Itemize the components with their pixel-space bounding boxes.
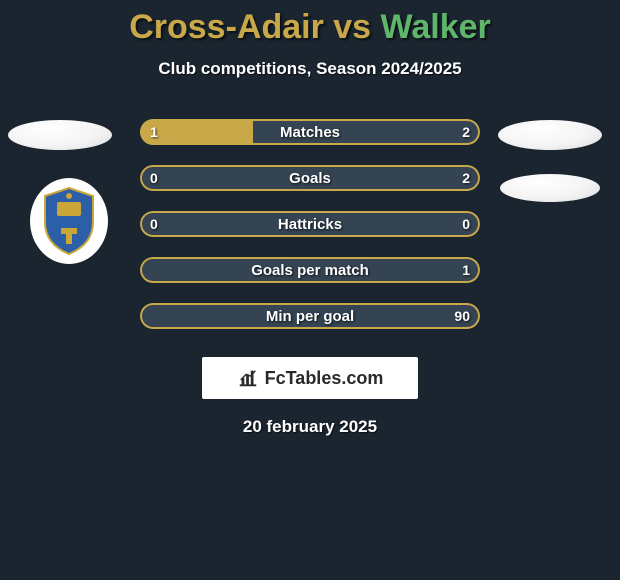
- stat-label: Min per goal: [140, 303, 480, 329]
- player2-name: Walker: [381, 8, 491, 46]
- stat-bar: 1Goals per match: [140, 257, 480, 283]
- player1-name: Cross-Adair: [129, 8, 324, 46]
- stat-label: Goals: [140, 165, 480, 191]
- subtitle: Club competitions, Season 2024/2025: [0, 59, 620, 79]
- stat-bar: 00Hattricks: [140, 211, 480, 237]
- stat-row: 02Goals: [0, 155, 620, 201]
- stats-list: 12Matches 02Goals 00Hattricks 1Goals per ma…: [0, 109, 620, 339]
- stat-row: 90Min per goal: [0, 293, 620, 339]
- date-line: 20 february 2025: [0, 417, 620, 437]
- stat-row: 12Matches: [0, 109, 620, 155]
- vs-separator: vs: [324, 8, 381, 46]
- comparison-card: Cross-Adair vs Walker Club competitions,…: [0, 0, 620, 580]
- brand-text: FcTables.com: [265, 368, 384, 389]
- page-title: Cross-Adair vs Walker: [0, 0, 620, 47]
- stat-label: Matches: [140, 119, 480, 145]
- brand-badge: FcTables.com: [202, 357, 418, 399]
- stat-bar: 90Min per goal: [140, 303, 480, 329]
- stat-bar: 02Goals: [140, 165, 480, 191]
- stat-label: Hattricks: [140, 211, 480, 237]
- stat-row: 00Hattricks: [0, 201, 620, 247]
- stat-row: 1Goals per match: [0, 247, 620, 293]
- stat-label: Goals per match: [140, 257, 480, 283]
- bar-chart-icon: [237, 367, 259, 389]
- stat-bar: 12Matches: [140, 119, 480, 145]
